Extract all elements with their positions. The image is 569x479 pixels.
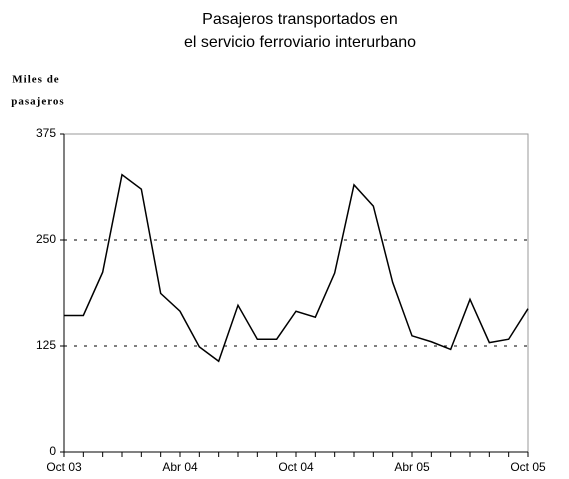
chart-title: el servicio ferroviario interurbano xyxy=(184,34,416,51)
y-tick-label: 125 xyxy=(36,338,56,352)
y-axis-label: pasajeros xyxy=(11,96,64,108)
x-tick-label: Oct 04 xyxy=(278,460,314,474)
x-tick-label: Oct 05 xyxy=(510,460,546,474)
y-axis-label: Miles de xyxy=(12,74,59,86)
data-line xyxy=(64,173,529,363)
y-tick-label: 375 xyxy=(36,126,56,140)
x-tick-label: Oct 03 xyxy=(46,460,82,474)
plot-frame xyxy=(63,133,529,453)
x-tick-label: Abr 05 xyxy=(394,460,430,474)
y-tick-label: 250 xyxy=(36,232,56,246)
x-tick-label: Abr 04 xyxy=(162,460,198,474)
y-tick-label: 0 xyxy=(49,444,56,458)
chart-title: Pasajeros transportados en xyxy=(202,11,398,28)
